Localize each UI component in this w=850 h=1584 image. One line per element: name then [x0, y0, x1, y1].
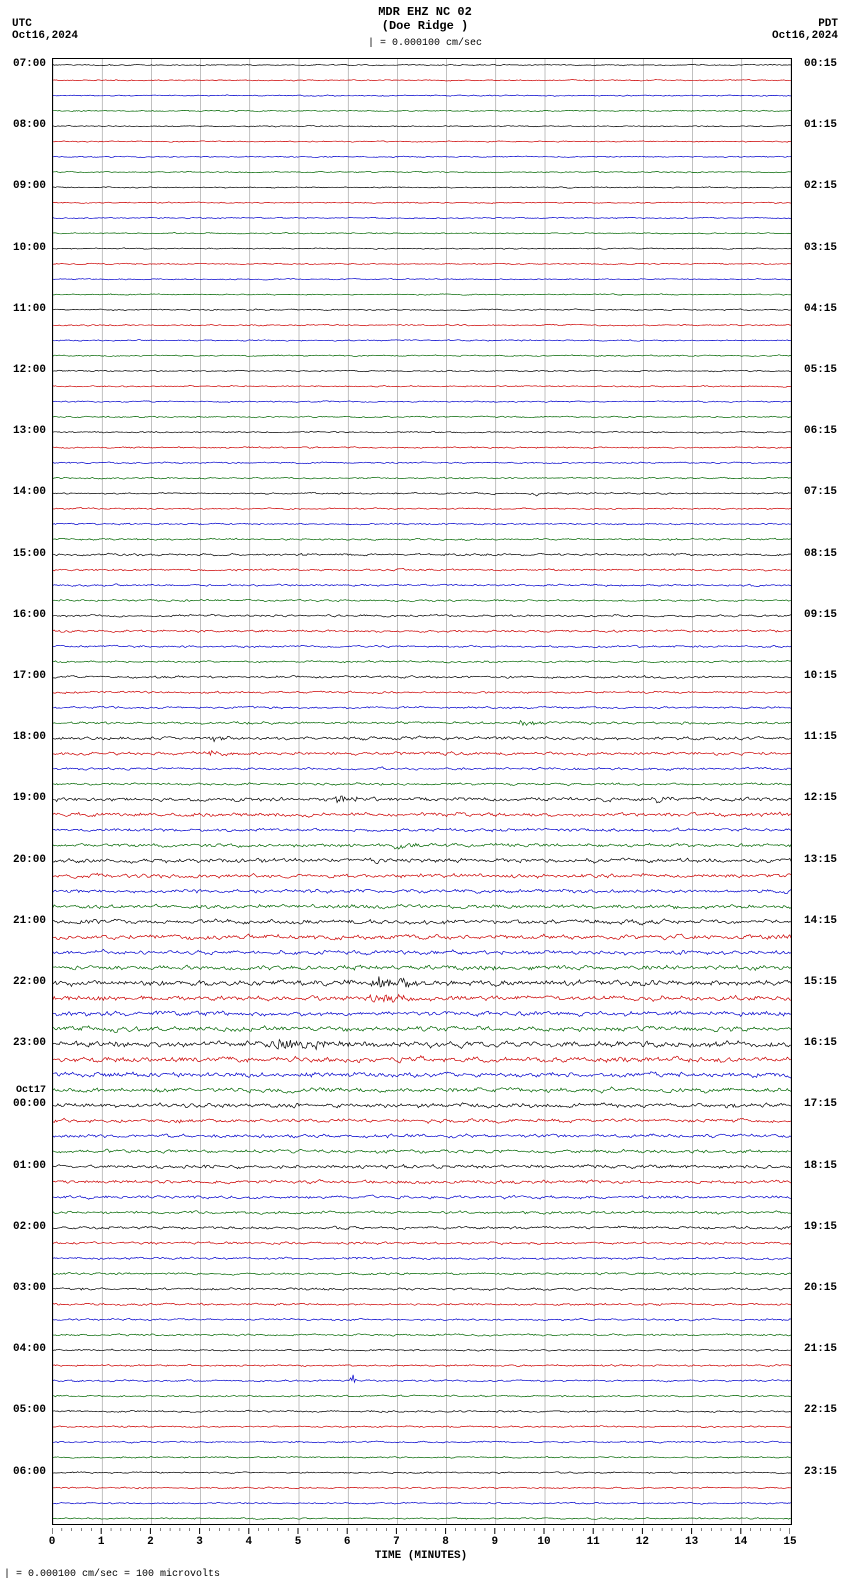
- right-hour-label: 19:15: [804, 1221, 850, 1233]
- left-hour-label: 22:00: [0, 976, 46, 988]
- left-hour-label: 15:00: [0, 548, 46, 560]
- tz-right-name: PDT: [772, 18, 838, 30]
- left-hour-label: 12:00: [0, 364, 46, 376]
- left-hour-label: 05:00: [0, 1404, 46, 1416]
- left-hour-label: 10:00: [0, 242, 46, 254]
- left-hour-label: 23:00: [0, 1037, 46, 1049]
- footer-scale: | = 0.000100 cm/sec = 100 microvolts: [4, 1569, 220, 1580]
- left-hour-label: 21:00: [0, 915, 46, 927]
- right-hour-label: 20:15: [804, 1282, 850, 1294]
- right-hour-label: 02:15: [804, 180, 850, 192]
- left-hour-label: 14:00: [0, 486, 46, 498]
- right-hour-label: 09:15: [804, 609, 850, 621]
- x-axis-title: TIME (MINUTES): [375, 1550, 467, 1562]
- tz-right-date: Oct16,2024: [772, 30, 838, 42]
- left-hour-label: 00:00: [0, 1098, 46, 1110]
- right-hour-label: 17:15: [804, 1098, 850, 1110]
- left-hour-label: 02:00: [0, 1221, 46, 1233]
- left-hour-label: 19:00: [0, 792, 46, 804]
- tz-left: UTC Oct16,2024: [12, 18, 78, 42]
- right-hour-label: 11:15: [804, 731, 850, 743]
- left-hour-label: 06:00: [0, 1466, 46, 1478]
- left-hour-label: 18:00: [0, 731, 46, 743]
- right-hour-label: 15:15: [804, 976, 850, 988]
- right-hour-label: 07:15: [804, 486, 850, 498]
- x-axis: TIME (MINUTES) 0123456789101112131415: [52, 1528, 790, 1558]
- left-hour-label: 01:00: [0, 1160, 46, 1172]
- station-name: (Doe Ridge ): [0, 19, 850, 33]
- left-hour-label: 09:00: [0, 180, 46, 192]
- left-hour-label: 20:00: [0, 854, 46, 866]
- left-time-labels: 07:00 08:00 09:00 10:00 11:00 12:00 13:00 14:00…: [0, 58, 50, 1523]
- seismogram-plot: [52, 58, 792, 1525]
- right-hour-label: 04:15: [804, 303, 850, 315]
- left-hour-label: 11:00: [0, 303, 46, 315]
- station-id: MDR EHZ NC 02: [0, 5, 850, 19]
- right-hour-label: 06:15: [804, 425, 850, 437]
- left-hour-label: 08:00: [0, 119, 46, 131]
- right-hour-label: 14:15: [804, 915, 850, 927]
- left-hour-label: 07:00: [0, 58, 46, 70]
- right-hour-label: 03:15: [804, 242, 850, 254]
- scale-indicator: | = 0.000100 cm/sec: [368, 38, 482, 49]
- right-hour-label: 18:15: [804, 1160, 850, 1172]
- right-hour-label: 01:15: [804, 119, 850, 131]
- right-hour-label: 05:15: [804, 364, 850, 376]
- tz-left-name: UTC: [12, 18, 78, 30]
- left-hour-label: 04:00: [0, 1343, 46, 1355]
- header: MDR EHZ NC 02 (Doe Ridge ): [0, 5, 850, 33]
- right-hour-label: 08:15: [804, 548, 850, 560]
- left-hour-label: 13:00: [0, 425, 46, 437]
- seismogram-container: MDR EHZ NC 02 (Doe Ridge ) | = 0.000100 …: [0, 0, 850, 1584]
- right-hour-label: 22:15: [804, 1404, 850, 1416]
- right-hour-label: 23:15: [804, 1466, 850, 1478]
- right-hour-label: 13:15: [804, 854, 850, 866]
- right-time-labels: 00:15 01:15 02:15 03:15 04:15 05:15 06:15 07:15…: [800, 58, 850, 1523]
- left-hour-label: 16:00: [0, 609, 46, 621]
- left-hour-label: 17:00: [0, 670, 46, 682]
- right-hour-label: 16:15: [804, 1037, 850, 1049]
- day-break-label: Oct17: [0, 1085, 46, 1096]
- right-hour-label: 12:15: [804, 792, 850, 804]
- left-hour-label: 03:00: [0, 1282, 46, 1294]
- right-hour-label: 10:15: [804, 670, 850, 682]
- right-hour-label: 00:15: [804, 58, 850, 70]
- tz-left-date: Oct16,2024: [12, 30, 78, 42]
- right-hour-label: 21:15: [804, 1343, 850, 1355]
- tz-right: PDT Oct16,2024: [772, 18, 838, 42]
